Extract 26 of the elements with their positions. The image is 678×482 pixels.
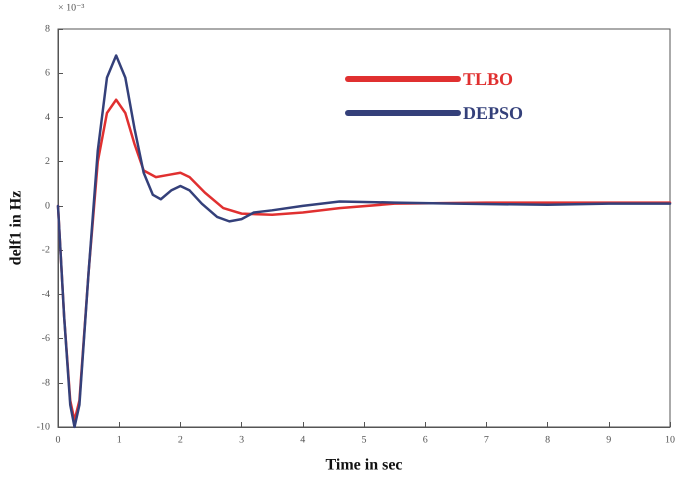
y-tick-label: -10 [36,422,50,432]
y-tick-label: 0 [45,200,50,212]
text: DEPSO [462,103,524,123]
x-tick-label: 8 [545,434,550,446]
y-tick-label: 4 [45,112,50,123]
x-axis-title: Time in sec [325,456,403,474]
text: TLBO [462,69,514,89]
x-tick-label: 2 [178,434,183,446]
y-tick-label: -8 [42,377,50,388]
x-tick-label: 0 [56,434,60,446]
x-tick-label: 3 [239,434,244,446]
x-tick-label: 1 [116,434,122,446]
x-tick-label: 9 [606,434,612,446]
y-tick-label: -6 [42,333,50,344]
x-tick-label: 5 [362,434,366,446]
y-tick-label: -4 [42,288,50,300]
y-tick-label: 8 [45,24,50,34]
x-tick-label: 7 [484,434,489,446]
x-tick-label: 10 [665,434,675,446]
x-tick-label: 6 [422,434,428,446]
text: × 10⁻³ [58,2,84,14]
x-tick-label: 4 [300,434,306,446]
y-axis-title: delf1 in Hz [8,190,24,266]
y-tick-label: 6 [45,68,50,79]
y-tick-label: 2 [45,156,50,168]
y-tick-label: -2 [42,244,50,256]
